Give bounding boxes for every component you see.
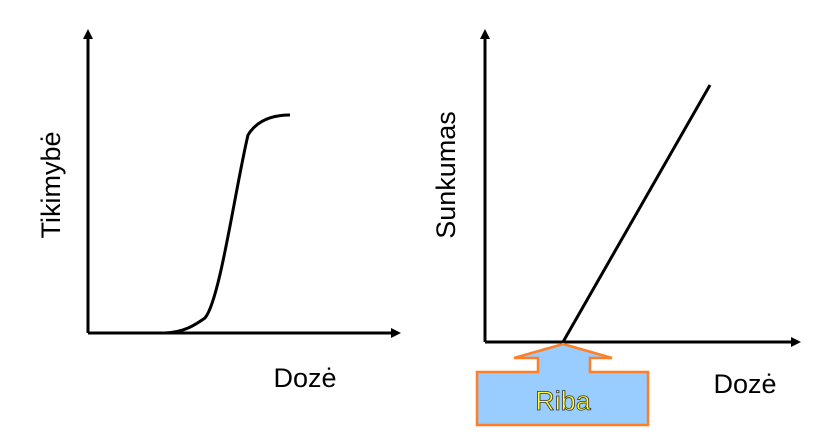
threshold-label: Riba xyxy=(535,386,592,416)
x-axis-label: Dozė xyxy=(273,363,336,393)
y-axis-label: Tikimybė xyxy=(36,131,66,238)
left-graph: Tikimybė Dozė xyxy=(36,29,401,393)
x-axis-label: Dozė xyxy=(713,369,776,399)
right-graph: Sunkumas Dozė Riba xyxy=(431,29,801,427)
threshold-arrow xyxy=(475,342,650,427)
severity-line xyxy=(561,84,712,343)
dose-response-curve xyxy=(164,113,291,335)
y-axis-label: Sunkumas xyxy=(431,111,461,239)
